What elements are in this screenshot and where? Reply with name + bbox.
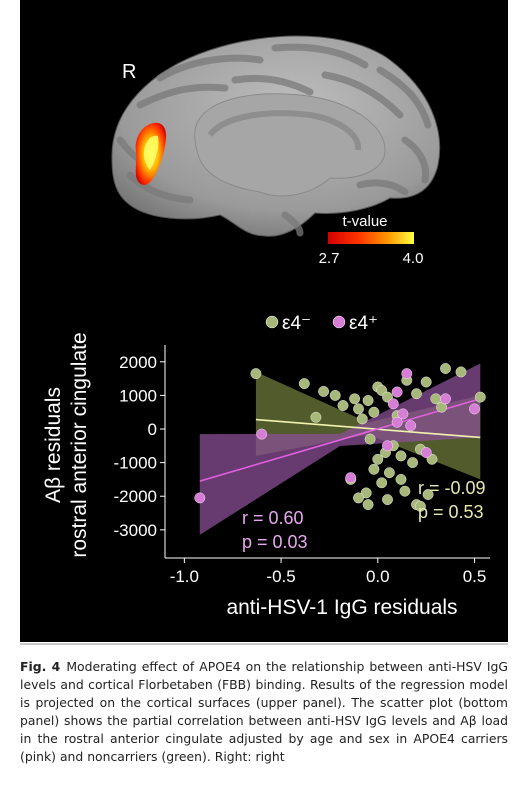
axes: 2000 1000 0 -1000 -2000 -3000 -1.0 -0.5 0.0 0.5 (114, 345, 490, 586)
caption-divider (20, 643, 508, 645)
scatter-points (194, 363, 486, 512)
scatter-point-green (368, 463, 380, 475)
scatter-point-green (310, 411, 322, 423)
y-tick-label: 1000 (119, 386, 157, 405)
legend-pink-marker (332, 315, 346, 329)
scatter-point-green (362, 395, 374, 406)
colorbar-max-label: 4.0 (403, 250, 424, 267)
y-tick-label: -3000 (114, 521, 157, 540)
y-tick-label: 0 (148, 420, 157, 439)
legend: ε4⁻ ε4⁺ (265, 313, 378, 334)
scatter-point-green (383, 467, 395, 479)
scatter-point-green (298, 378, 310, 389)
scatter-point-green (395, 473, 407, 485)
scatter-point-pink (345, 472, 357, 484)
scatter-point-green (440, 363, 451, 374)
scatter-point-green (422, 489, 434, 500)
scatter-point-green (360, 487, 372, 499)
annotation-green-p: p = 0.53 (418, 502, 484, 522)
scatter-point-pink (391, 416, 403, 428)
y-axis-title-line2: rostral anterior cingulate (68, 332, 91, 557)
scatter-point-pink (387, 398, 399, 410)
annotation-pink-p: p = 0.03 (242, 532, 308, 552)
annotation-pink-r: r = 0.60 (242, 508, 304, 528)
scatter-point-green (474, 391, 486, 403)
scatter-point-pink (401, 368, 413, 379)
figure-svg: R t-value 2.7 4.0 ε4⁻ ε4⁺ Aβ residuals r… (42, 35, 490, 619)
x-axis-title: anti-HSV-1 IgG residuals (226, 596, 457, 619)
scatter-point-green (407, 457, 418, 468)
colorbar: t-value 2.7 4.0 (319, 213, 424, 267)
scatter-point-green (399, 485, 411, 497)
scatter-point-green (250, 368, 262, 379)
scatter-point-green (318, 385, 329, 397)
scatter-point-green (353, 403, 364, 415)
scatter-point-green (368, 406, 380, 418)
legend-pink-label: ε4⁺ (349, 313, 378, 334)
scatter-point-pink (440, 393, 451, 405)
figure-caption: Fig. 4 Moderating effect of APOE4 on the … (20, 658, 508, 766)
scatter-point-green (329, 389, 341, 401)
y-tick-label: -2000 (114, 487, 157, 506)
scatter-point-green (376, 477, 388, 489)
scatter-point-green (411, 388, 422, 400)
regression-line-green (255, 418, 481, 439)
scatter-point-pink (397, 408, 409, 420)
caption-text: Moderating effect of APOE4 on the relati… (20, 659, 508, 764)
scatter-point-green (420, 376, 432, 388)
x-tick-label: 0.5 (463, 567, 487, 586)
scatter-point-pink (194, 492, 206, 504)
annotation-green-r: r = -0.09 (418, 478, 486, 498)
legend-green-label: ε4⁻ (282, 313, 311, 334)
scatter-point-pink (391, 386, 403, 398)
legend-green-marker (265, 315, 279, 329)
y-axis-title-line1: Aβ residuals (42, 387, 65, 503)
hemisphere-label: R (122, 61, 136, 83)
x-tick-label: -0.5 (266, 567, 295, 586)
scatter-point-green (395, 450, 407, 462)
colorbar-min-label: 2.7 (319, 250, 340, 267)
scatter-point-green (382, 494, 393, 505)
scatter-point-pink (469, 403, 480, 415)
regression-line-pink (199, 398, 481, 482)
figure-panel: R t-value 2.7 4.0 ε4⁻ ε4⁺ Aβ residuals r… (20, 0, 508, 642)
scatter-point-pink (420, 447, 432, 458)
scatter-point-green (414, 500, 426, 512)
scatter-point-green (356, 413, 368, 425)
colorbar-gradient (328, 232, 414, 244)
colorbar-title: t-value (342, 213, 387, 230)
confidence-band-pink (199, 363, 481, 535)
regression-lines (199, 398, 481, 482)
scatter-point-green (362, 499, 374, 510)
x-tick-label: 0.0 (366, 567, 390, 586)
y-tick-label: -1000 (114, 454, 157, 473)
brain-surface (111, 35, 441, 237)
scatter-point-green (337, 400, 349, 411)
scatter-point-green (349, 393, 360, 405)
caption-label: Fig. 4 (20, 659, 61, 674)
scatter-point-green (364, 433, 376, 445)
scatter-point-pink (256, 428, 268, 440)
scatter-point-pink (382, 440, 393, 452)
y-tick-label: 2000 (119, 353, 157, 372)
scatter-point-green (455, 366, 467, 378)
scatter-point-green (372, 453, 384, 465)
scatter-point-green (353, 492, 364, 504)
x-tick-label: -1.0 (170, 567, 199, 586)
scatter-point-pink (405, 420, 417, 432)
